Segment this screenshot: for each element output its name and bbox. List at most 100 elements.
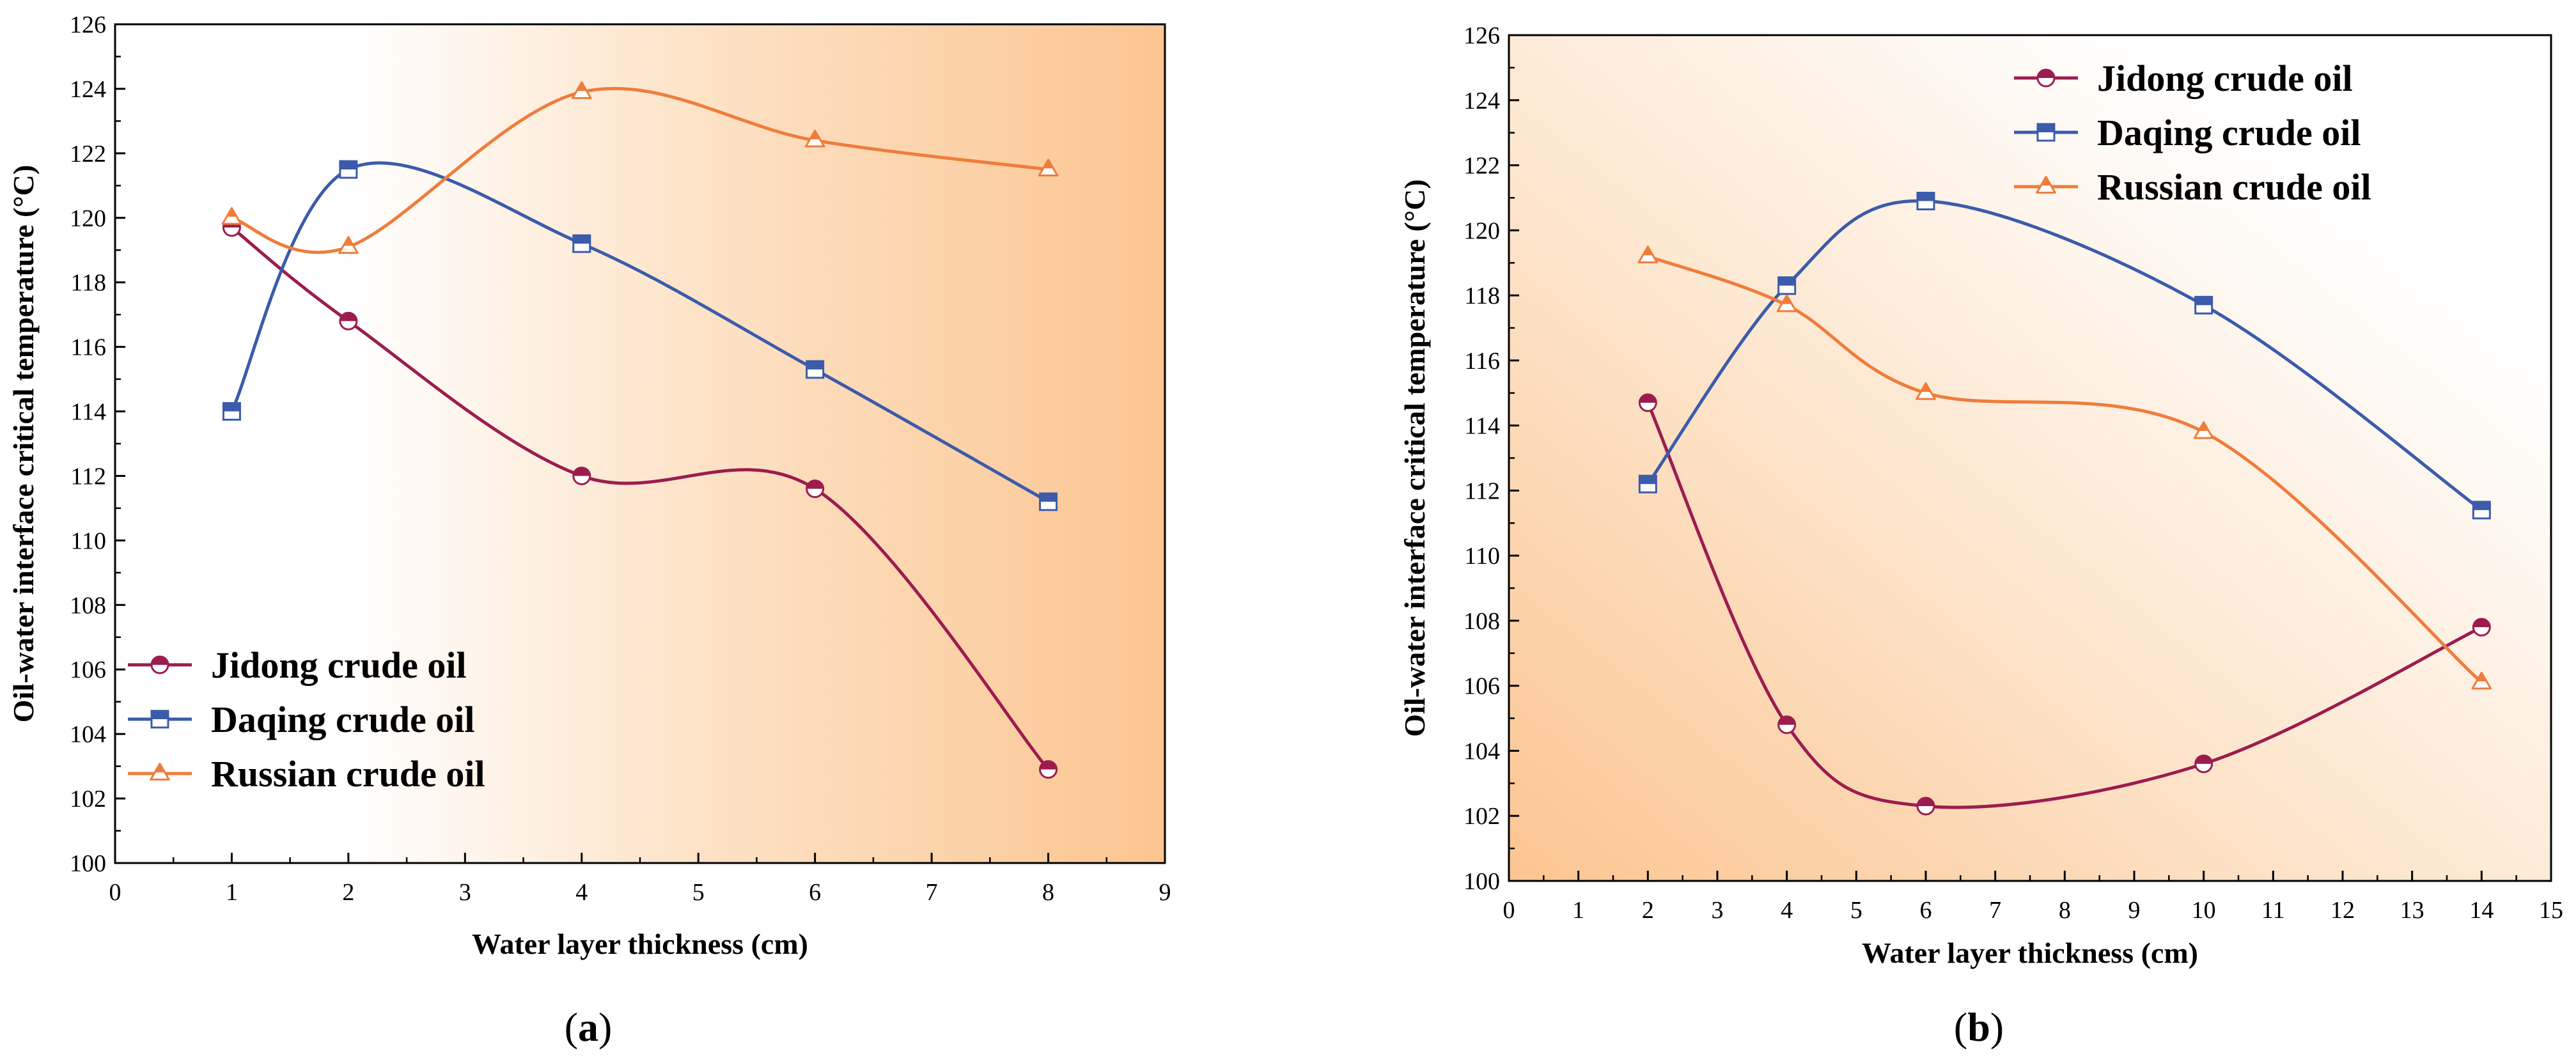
marker-circle-half: [2195, 755, 2212, 764]
x-tick-label: 5: [692, 879, 705, 906]
data-point-russian: [221, 206, 242, 225]
legend-label: Daqing crude oil: [211, 699, 475, 740]
data-point-daqing: [806, 360, 825, 379]
data-point-russian: [1776, 294, 1797, 313]
data-point-daqing: [1916, 192, 1935, 211]
x-tick-label: 7: [1989, 897, 2001, 924]
marker-square-half: [2038, 124, 2054, 132]
panel-label: (a): [565, 1004, 613, 1050]
marker-square-half: [2473, 501, 2490, 510]
legend-item-daqing: Daqing crude oil: [2014, 112, 2361, 153]
data-point-jidong: [2194, 754, 2213, 774]
legend-label: Russian crude oil: [211, 753, 485, 795]
legend: Jidong crude oil Daqing crude oil Russian …: [2014, 58, 2371, 208]
marker-circle-half: [573, 467, 590, 476]
legend-item-russian: Russian crude oil: [2014, 166, 2371, 208]
data-point-jidong: [572, 466, 591, 485]
legend-marker: [2036, 68, 2056, 88]
y-tick-label: 104: [70, 721, 106, 748]
x-tick-label: 2: [342, 879, 354, 906]
data-point-russian: [571, 81, 592, 99]
y-tick-label: 114: [70, 399, 106, 426]
marker-circle-half: [1040, 761, 1057, 770]
marker-circle-half: [1639, 394, 1657, 403]
x-tick-label: 9: [2128, 897, 2141, 924]
legend-item-jidong: Jidong crude oil: [128, 644, 467, 686]
x-axis-title: Water layer thickness (cm): [1862, 937, 2198, 969]
y-tick-label: 106: [70, 657, 106, 683]
y-tick-label: 126: [70, 12, 106, 38]
y-tick-label: 108: [70, 592, 106, 619]
plot-background: [1509, 35, 2551, 881]
x-tick-label: 4: [575, 879, 588, 906]
legend: Jidong crude oil Daqing crude oil Russian …: [128, 644, 485, 795]
marker-square-half: [1639, 476, 1657, 485]
legend-marker: [2036, 176, 2056, 194]
series-line-jidong: [230, 226, 1050, 772]
y-tick-label: 112: [1464, 478, 1500, 504]
data-point-daqing: [1777, 276, 1797, 295]
y-tick-label: 122: [70, 141, 106, 167]
y-tick-label: 104: [1464, 738, 1500, 765]
y-tick-label: 116: [70, 334, 106, 361]
x-tick-label: 6: [809, 879, 821, 906]
data-point-daqing: [2472, 501, 2491, 520]
y-tick-label: 100: [1464, 868, 1500, 895]
marker-circle-half: [2473, 619, 2490, 628]
x-tick-label: 7: [926, 879, 938, 906]
marker-triangle-half: [576, 82, 587, 91]
panel-label-open: (: [1954, 1004, 1967, 1050]
marker-triangle-half: [155, 763, 165, 773]
data-point-jidong: [2472, 618, 2491, 637]
panel-label-open: (: [565, 1004, 578, 1050]
legend-item-jidong: Jidong crude oil: [2014, 58, 2353, 99]
y-tick-label: 124: [70, 76, 106, 103]
legend-item-russian: Russian crude oil: [128, 753, 485, 795]
y-tick-label: 102: [70, 786, 106, 813]
marker-square-half: [2195, 297, 2212, 306]
marker-triangle-half: [343, 237, 354, 246]
y-tick-label: 116: [1464, 348, 1500, 375]
data-point-daqing: [339, 160, 358, 179]
panel-label-letter: a: [578, 1004, 598, 1050]
y-tick-label: 100: [70, 850, 106, 877]
chart-panel-a: 0 1 2 3 4 5 6 7 8 9 100 102 104 106 108 110 112 114 116 118…: [7, 12, 1171, 1050]
x-tick-label: 5: [1850, 897, 1862, 924]
marker-triangle-half: [226, 208, 237, 217]
data-point-russian: [338, 236, 359, 254]
y-tick-label: 126: [1464, 22, 1500, 49]
y-tick-label: 124: [1464, 88, 1500, 114]
x-axis-title: Water layer thickness (cm): [472, 928, 808, 960]
x-tick-label: 8: [2059, 897, 2071, 924]
x-tick-label: 3: [1712, 897, 1724, 924]
y-tick-label: 120: [70, 205, 106, 232]
data-point-jidong: [339, 311, 358, 331]
x-tick-label: 14: [2469, 897, 2494, 924]
y-tick-label: 108: [1464, 608, 1500, 635]
x-tick-label: 4: [1781, 897, 1793, 924]
x-tick-label: 1: [1572, 897, 1584, 924]
x-tick-label: 3: [459, 879, 471, 906]
data-point-daqing: [222, 402, 241, 421]
y-tick-label: 110: [70, 527, 106, 554]
marker-triangle-half: [809, 130, 820, 139]
data-point-russian: [804, 129, 825, 148]
x-tick-label: 2: [1642, 897, 1654, 924]
marker-square-half: [340, 161, 357, 170]
x-tick-label: 1: [226, 879, 238, 906]
x-tick-label: 6: [1920, 897, 1932, 924]
y-tick-label: 102: [1464, 803, 1500, 830]
x-tick-label: 8: [1042, 879, 1054, 906]
data-point-jidong: [806, 479, 825, 499]
legend-marker: [2036, 123, 2056, 142]
data-point-russian: [1038, 159, 1059, 176]
marker-triangle-half: [1643, 246, 1653, 256]
marker-square-half: [1778, 277, 1795, 286]
y-tick-label: 114: [1464, 413, 1500, 440]
series-line-jidong: [1646, 401, 2483, 809]
data-point-russian: [1916, 382, 1936, 400]
data-point-daqing: [572, 234, 591, 253]
marker-circle-half: [152, 657, 168, 665]
